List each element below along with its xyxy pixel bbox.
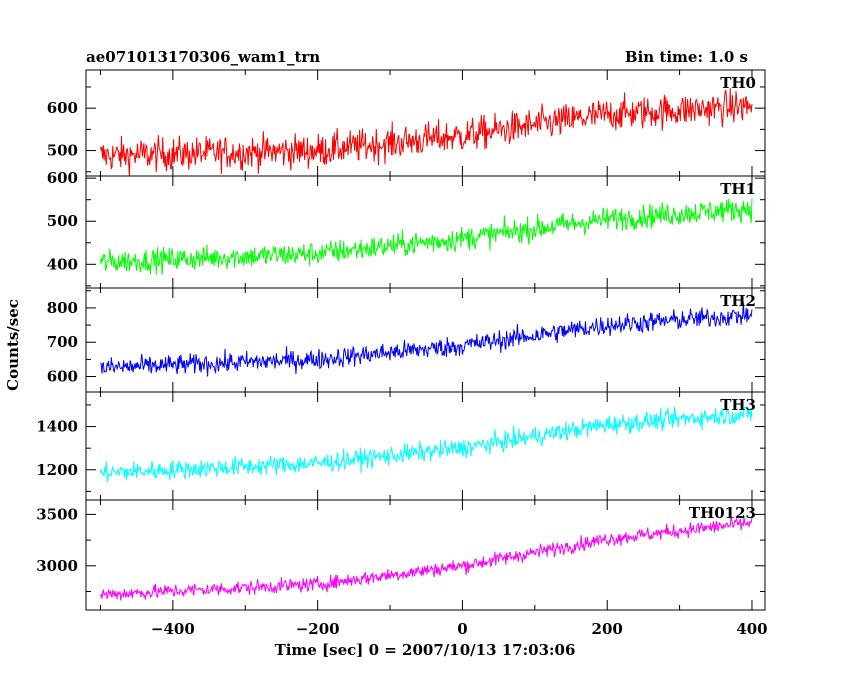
series-th0123: [100, 515, 753, 601]
y-tick-label: 600: [47, 368, 78, 386]
chart-title: ae071013170306_wam1_trn: [86, 48, 320, 66]
panel-label: TH0123: [689, 504, 756, 522]
panel-label: TH3: [720, 396, 756, 414]
series-th0: [99, 88, 753, 176]
panel-th0: 500 600 TH0: [47, 69, 766, 177]
y-tick-label: 1200: [36, 461, 78, 479]
y-tick-label: 500: [47, 212, 78, 230]
series-th3: [99, 406, 753, 482]
x-tick-label: −400: [151, 620, 195, 638]
y-tick-label: 3500: [36, 505, 78, 523]
panel-th2: 600 700 800 TH2: [47, 287, 766, 393]
y-tick-label: 1400: [36, 418, 78, 436]
panel-frame: [85, 391, 766, 501]
y-tick-label: 500: [47, 142, 78, 160]
y-tick-label: 600: [47, 169, 78, 187]
panel-label: TH1: [720, 180, 756, 198]
y-tick-label: 700: [47, 333, 78, 351]
y-tick-label: 3000: [36, 557, 78, 575]
panel-th0123: 3000 3500 TH0123: [36, 499, 766, 611]
y-tick-label: 400: [47, 255, 78, 273]
x-tick-label: −200: [296, 620, 340, 638]
panel-th1: 400 500 600 TH1: [47, 169, 766, 289]
bin-time-label: Bin time: 1.0 s: [625, 48, 748, 66]
panel-label: TH0: [720, 74, 756, 92]
x-tick-labels: −400 −200 0 200 400: [151, 620, 768, 638]
panel-frame: [85, 287, 766, 393]
panel-label: TH2: [720, 292, 756, 310]
panel-frame: [85, 175, 766, 289]
y-tick-label: 600: [47, 99, 78, 117]
x-tick-label: 0: [457, 620, 467, 638]
x-tick-label: 200: [592, 620, 623, 638]
y-tick-label: 800: [47, 299, 78, 317]
series-th1: [99, 198, 753, 275]
x-axis-label: Time [sec] 0 = 2007/10/13 17:03:06: [275, 641, 576, 659]
x-tick-label: 400: [736, 620, 767, 638]
panel-frame: [85, 499, 766, 611]
y-axis-label: Counts/sec: [4, 299, 22, 391]
panel-th3: 1200 1400 TH3: [36, 391, 766, 501]
series-th2: [100, 302, 753, 377]
panels: 500 600 TH0 400 500 600 TH1 600 700 800 TH2 1200 140…: [36, 69, 766, 611]
